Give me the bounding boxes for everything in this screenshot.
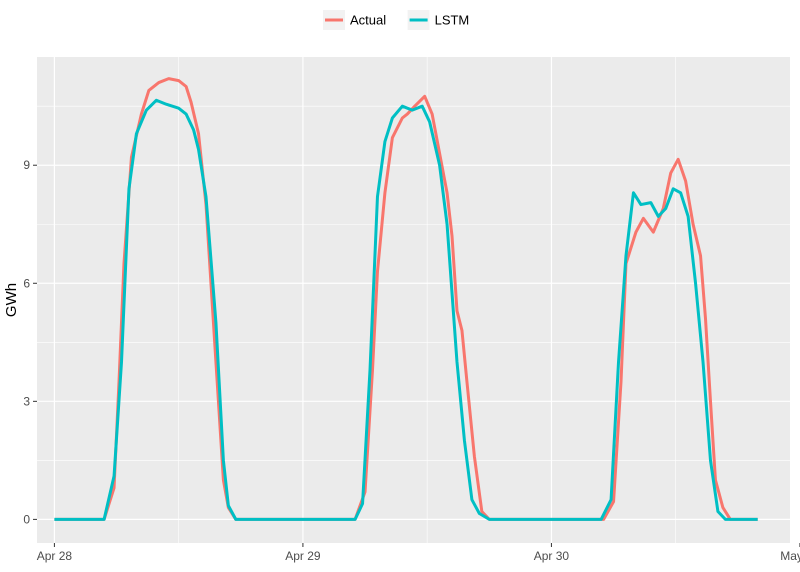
legend-label-actual: Actual xyxy=(350,13,386,28)
x-axis: Apr 28 Apr 29 Apr 30 May 01 xyxy=(37,543,800,563)
series-line-lstm xyxy=(54,98,758,521)
series-layer xyxy=(54,77,758,521)
y-tick-label-3: 9 xyxy=(23,158,30,172)
x-tick-label-3: May 01 xyxy=(780,549,800,563)
y-axis-title: GWh xyxy=(3,283,20,317)
grid-lines xyxy=(37,57,800,543)
x-tick-label-0: Apr 28 xyxy=(37,549,73,563)
y-tick-label-1: 3 xyxy=(23,394,30,408)
legend: Actual LSTM xyxy=(323,10,469,30)
x-tick-label-1: Apr 29 xyxy=(285,549,321,563)
legend-label-lstm: LSTM xyxy=(435,13,470,28)
y-tick-label-2: 6 xyxy=(23,276,30,290)
x-tick-label-2: Apr 30 xyxy=(534,549,570,563)
series-line-actual xyxy=(54,77,758,521)
plot-panel xyxy=(37,57,790,543)
y-axis: 0 3 6 9 xyxy=(23,158,37,526)
y-tick-label-0: 0 xyxy=(23,512,30,526)
